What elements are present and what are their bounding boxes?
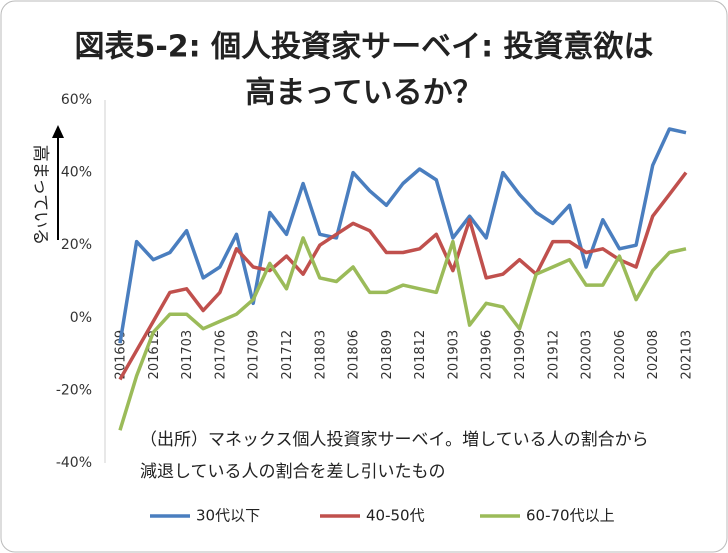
x-tick-label: 201812 (413, 330, 428, 380)
x-tick-label: 201803 (313, 330, 328, 380)
line-series (118, 171, 688, 381)
y-tick-label: 20% (61, 237, 92, 253)
y-tick-label: 40% (61, 165, 92, 181)
y-tick-label: -20% (56, 382, 92, 398)
x-tick-label: 202003 (580, 330, 595, 380)
y-tick-label: -40% (56, 455, 92, 471)
x-tick-label: 201706 (213, 330, 228, 380)
x-tick-label: 202008 (646, 330, 661, 380)
x-tick-label: 201709 (247, 330, 262, 380)
note: （出所）マネックス個人投資家サーベイ。増している人の割合から (140, 430, 649, 450)
x-tick-label: 202103 (680, 330, 695, 380)
x-tick-label: 201809 (380, 330, 395, 380)
x-tick-label: 201806 (347, 330, 362, 380)
x-tick-label: 201903 (446, 330, 461, 380)
x-tick-label: 201712 (280, 330, 295, 380)
y-tick-label: 0% (70, 310, 92, 326)
legend-label: 30代以下 (196, 507, 260, 525)
chart-title: 図表5-2: 個人投資家サーベイ: 投資意欲は (74, 30, 653, 65)
y-tick-label: 60% (61, 92, 92, 108)
legend-label: 40-50代 (366, 507, 425, 525)
x-tick-label: 201609 (114, 330, 129, 380)
x-tick-label: 201906 (480, 330, 495, 380)
chart-subtitle: 高まっているか？ (245, 76, 482, 111)
x-tick-label: 201909 (513, 330, 528, 380)
legend-label: 60-70代以上 (526, 507, 615, 525)
x-tick-label: 201703 (180, 330, 195, 380)
note: 減退している人の割合を差し引いたもの (140, 462, 446, 482)
x-tick-label: 201912 (546, 330, 561, 380)
y-arrow-head (52, 125, 64, 138)
line-series (118, 236, 687, 431)
x-tick-label: 202006 (613, 330, 628, 380)
x-tick-label: 201612 (147, 330, 162, 380)
y-axis-label: 高まっている (30, 145, 50, 245)
